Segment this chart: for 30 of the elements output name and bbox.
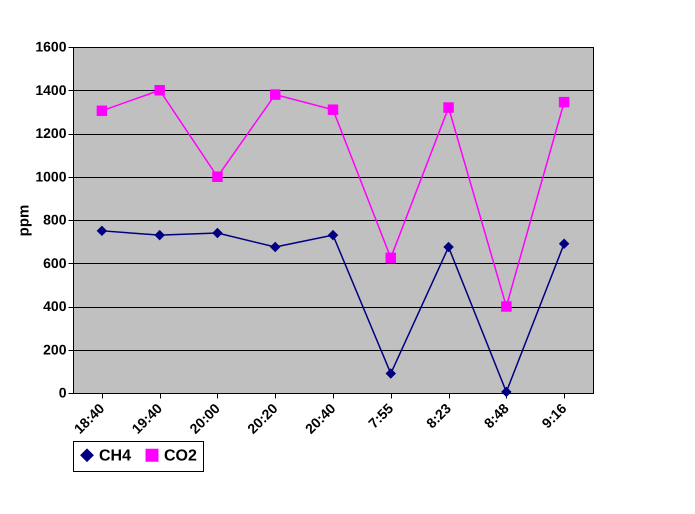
point: [443, 242, 454, 252]
point: [328, 230, 338, 240]
point: [386, 252, 396, 264]
point: [96, 106, 108, 116]
point: [501, 386, 512, 398]
y-tick-label: 0: [58, 384, 67, 400]
point: [558, 238, 570, 250]
point: [270, 89, 280, 100]
point: [212, 172, 223, 182]
point: [443, 102, 454, 113]
point: [154, 230, 165, 240]
y-tick-label: 1600: [35, 38, 67, 54]
point: [328, 104, 338, 115]
legend-label: CO2: [164, 447, 197, 464]
y-axis-title: ppm: [15, 204, 32, 236]
y-tick-label: 600: [43, 254, 67, 271]
point: [501, 301, 512, 312]
point: [270, 242, 280, 252]
point: [154, 85, 165, 96]
y-tick-label: 200: [43, 341, 67, 358]
point: [96, 226, 108, 236]
y-tick-label: 1400: [35, 82, 67, 98]
y-tick-label: 1000: [35, 168, 67, 184]
y-tick-label: 800: [43, 212, 67, 228]
y-tick-label: 1200: [35, 125, 67, 141]
point: [558, 96, 570, 108]
point: [386, 368, 396, 379]
point: [212, 228, 223, 238]
legend-label: CH4: [99, 447, 132, 464]
y-tick-label: 400: [43, 298, 67, 314]
